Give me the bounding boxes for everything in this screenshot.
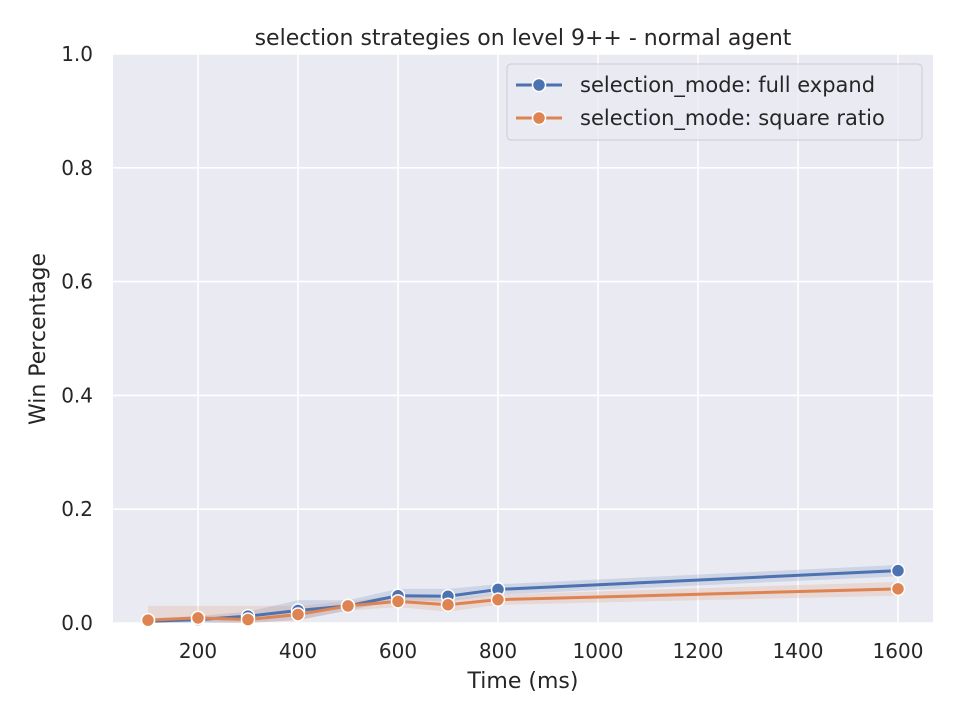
y-tick-label: 0.4 — [61, 383, 93, 407]
series-2-point — [340, 598, 356, 614]
legend-label-2: selection_mode: square ratio — [580, 106, 885, 131]
y-tick-label: 0.2 — [61, 497, 93, 521]
x-tick-label: 1200 — [673, 639, 724, 663]
series-2-point — [490, 592, 506, 607]
y-axis-label: Win Percentage — [26, 253, 51, 425]
series-2-point — [390, 594, 406, 609]
series-2-point — [190, 610, 206, 626]
y-tick-label: 0.6 — [61, 270, 93, 294]
series-2-point — [240, 612, 256, 627]
x-tick-label: 1400 — [773, 639, 824, 663]
series-markers — [140, 563, 906, 629]
x-tick-labels: 200 400 600 800 1000 1200 1400 1600 — [179, 639, 924, 663]
series-1-point — [890, 563, 906, 578]
x-tick-label: 800 — [479, 639, 517, 663]
x-tick-label: 1000 — [573, 639, 624, 663]
x-axis-label: Time (ms) — [467, 669, 579, 694]
series-2-confidence-band — [148, 582, 898, 623]
x-tick-label: 400 — [279, 639, 317, 663]
series-2-point — [290, 607, 306, 622]
series-2-point — [440, 597, 456, 613]
y-tick-label: 1.0 — [61, 42, 93, 66]
legend-marker-2 — [531, 110, 547, 126]
x-tick-label: 1600 — [873, 639, 924, 663]
y-tick-label: 0.8 — [61, 156, 93, 180]
legend-marker-1 — [531, 77, 547, 93]
x-tick-label: 200 — [179, 639, 217, 663]
plot-area — [113, 54, 933, 623]
y-tick-label: 0.0 — [61, 611, 93, 635]
series-2-point — [140, 612, 156, 628]
legend-frame — [506, 63, 923, 141]
series-2-point — [890, 581, 906, 597]
chart-title: selection strategies on level 9++ - norm… — [255, 26, 792, 51]
legend: selection_mode: full expand selection_mod… — [506, 63, 923, 141]
legend-label-1: selection_mode: full expand — [580, 73, 875, 98]
x-tick-label: 600 — [379, 639, 417, 663]
y-tick-labels: 0.0 0.2 0.4 0.6 0.8 1.0 — [61, 42, 93, 635]
